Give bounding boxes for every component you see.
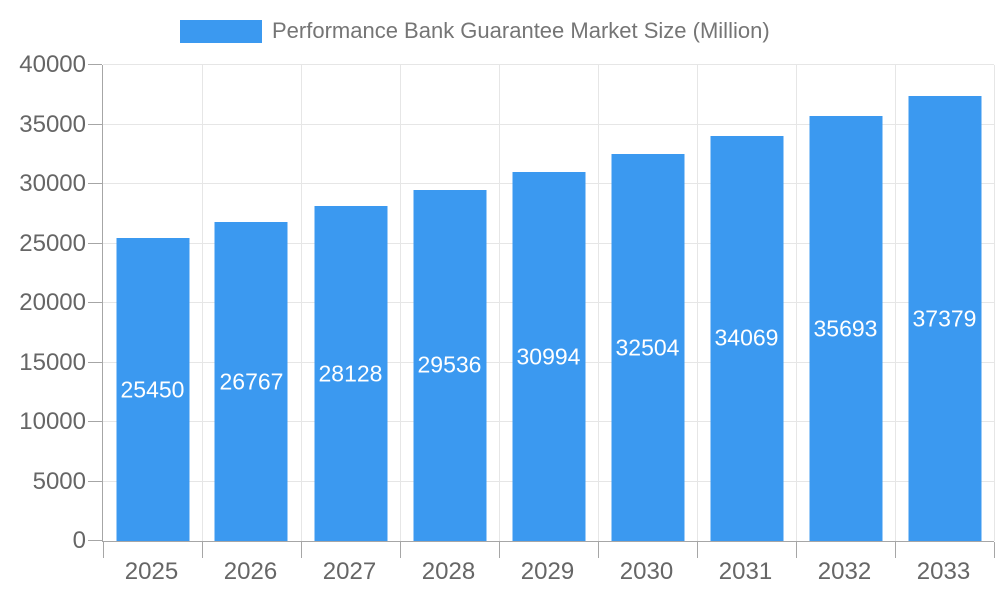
x-axis-tick [796, 542, 797, 558]
x-axis-tick [499, 542, 500, 558]
bar-value-label: 35693 [813, 315, 878, 342]
v-gridline [598, 65, 599, 541]
y-axis-tick [88, 64, 102, 65]
bar-value-label: 29536 [417, 351, 482, 378]
x-tick-label: 2030 [619, 558, 674, 585]
y-tick-label: 20000 [19, 289, 86, 316]
x-tick-label: 2025 [124, 558, 179, 585]
y-axis-tick [88, 361, 102, 363]
y-tick-label: 30000 [19, 170, 86, 197]
y-tick-label: 40000 [19, 51, 86, 78]
y-tick-label: 5000 [32, 467, 86, 495]
y-axis-tick [88, 480, 102, 482]
y-axis-tick [88, 540, 102, 541]
x-tick-label: 2031 [718, 558, 773, 585]
h-gridline [103, 123, 994, 125]
x-axis-tick [301, 542, 302, 558]
bar-2033[interactable]: 37379 [908, 96, 981, 541]
chart-legend[interactable]: Performance Bank Guarantee Market Size (… [180, 18, 770, 44]
x-tick-label: 2032 [817, 558, 872, 585]
x-tick-label: 2028 [421, 558, 476, 585]
bar-2026[interactable]: 26767 [214, 222, 288, 541]
bar-value-label: 28128 [318, 360, 383, 387]
bar-value-label: 32504 [615, 334, 680, 361]
bar-2030[interactable]: 32504 [611, 154, 684, 541]
bar-value-label: 26767 [219, 368, 284, 395]
legend-series-label: Performance Bank Guarantee Market Size (… [272, 18, 770, 43]
v-gridline [696, 65, 698, 541]
x-axis-tick [399, 542, 401, 558]
bar-2028[interactable]: 29536 [413, 189, 486, 541]
v-gridline [202, 65, 203, 541]
x-axis-tick-labels: 2025 2026 2027 2028 2029 2030 2031 2032 2033 [102, 541, 993, 600]
bar-value-label: 34069 [714, 324, 779, 351]
bar-value-label: 30994 [516, 343, 581, 370]
x-tick-label: 2033 [916, 558, 971, 585]
y-tick-label: 10000 [19, 408, 86, 435]
bar-2032[interactable]: 35693 [809, 116, 882, 541]
x-axis-tick [696, 542, 698, 558]
x-axis-tick [598, 542, 599, 558]
v-gridline [499, 65, 500, 541]
v-gridline [301, 65, 302, 541]
h-gridline [103, 64, 994, 65]
y-axis-tick [88, 183, 102, 184]
x-tick-label: 2027 [322, 558, 377, 585]
bar-2029[interactable]: 30994 [512, 172, 585, 541]
v-gridline [796, 65, 797, 541]
x-tick-label: 2029 [520, 558, 575, 585]
plot-area: 25450 26767 28128 29536 30994 32504 34069 35693… [88, 64, 995, 558]
y-axis-tick [88, 123, 102, 125]
y-axis-tick-labels: 0 5000 10000 15000 20000 25000 30000 35000 40000 [0, 53, 86, 553]
x-axis-tick [895, 542, 896, 558]
y-tick-label: 0 [72, 527, 86, 554]
v-gridline [895, 65, 896, 541]
y-tick-label: 15000 [19, 348, 86, 376]
y-axis-tick [88, 242, 102, 244]
x-axis-tick [103, 542, 104, 558]
bar-2025[interactable]: 25450 [116, 238, 189, 541]
bar-value-label: 37379 [912, 305, 977, 332]
x-axis-tick [202, 542, 203, 558]
bar-2027[interactable]: 28128 [314, 206, 387, 541]
v-gridline [399, 65, 401, 541]
x-axis-tick [994, 542, 995, 558]
y-tick-label: 25000 [19, 229, 86, 257]
x-tick-label: 2026 [223, 558, 278, 585]
bar-value-label: 25450 [120, 376, 185, 403]
y-axis-tick [88, 302, 102, 303]
bar-2031[interactable]: 34069 [710, 135, 783, 541]
y-axis-tick [88, 421, 102, 422]
v-gridline [994, 65, 995, 541]
legend-color-swatch [180, 19, 262, 43]
y-tick-label: 35000 [19, 110, 86, 138]
